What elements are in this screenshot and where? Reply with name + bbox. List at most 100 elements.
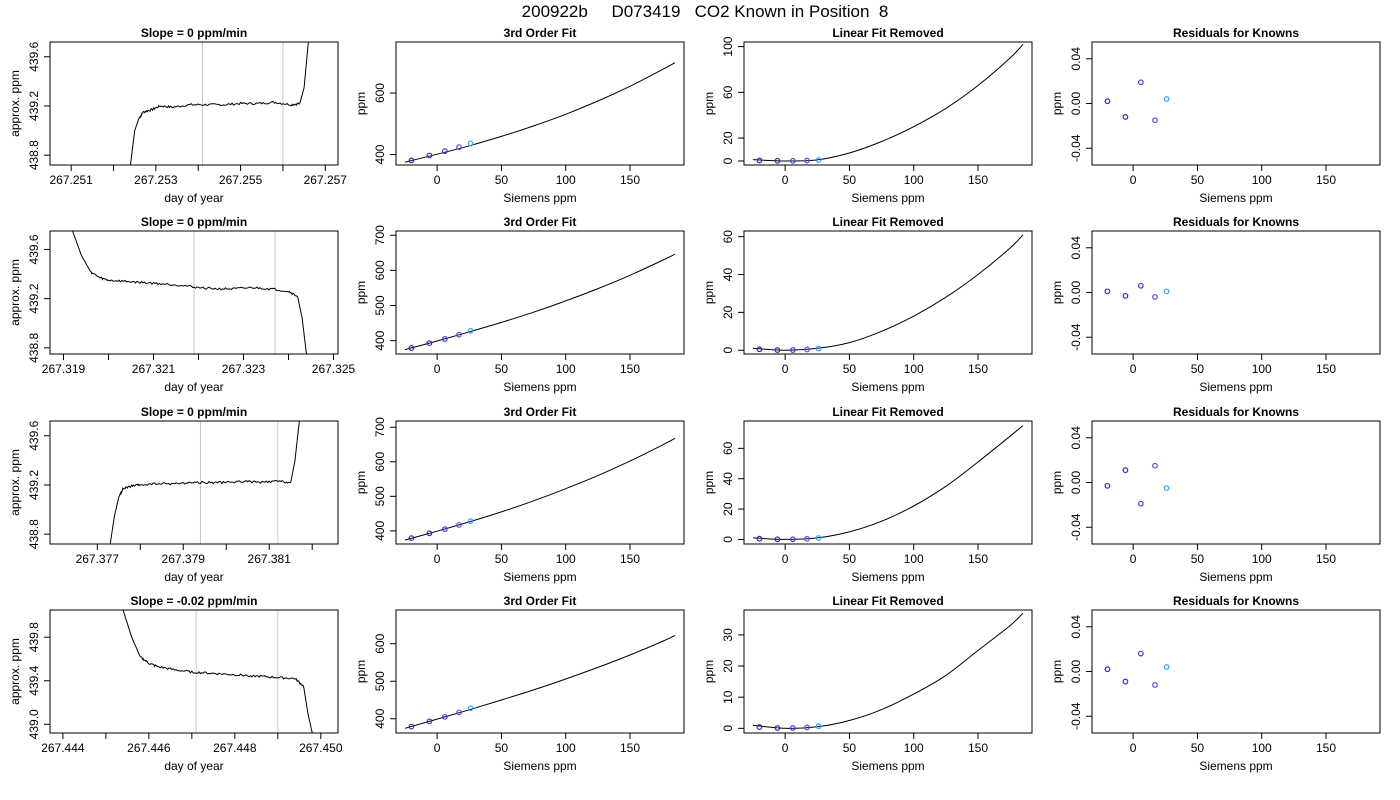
data-point [756,724,763,730]
data-point [441,713,448,720]
data-point [1122,292,1129,299]
panel-grid: Slope = 0 ppm/min day of year approx. ppm 2… [8,26,1381,773]
x-tick-label: 50 [495,173,509,187]
y-tick-label: 0.04 [1069,615,1083,639]
data-point [467,518,474,525]
y-tick-label: -0.04 [1069,513,1083,541]
plot-frame [49,420,339,545]
y-tick-label: 500 [373,671,387,691]
data-point [789,536,796,543]
data-point [815,535,822,541]
x-tick-label: 0 [782,362,789,376]
y-axis-label: ppm [354,660,368,683]
y-tick-label: 600 [373,633,387,653]
x-tick-label: 100 [1252,362,1272,376]
y-axis-label: approx. ppm [8,449,22,516]
y-axis-label: ppm [354,281,368,304]
plot-frame [49,230,339,355]
plot-area [1104,282,1170,300]
y-tick-label: 60 [721,85,735,99]
x-tick-label: 100 [1252,173,1272,187]
x-tick-label: 100 [556,552,576,566]
data-point [1104,98,1111,105]
data-point [1163,288,1170,295]
plot-frame [395,41,685,166]
y-tick-label: 60 [721,441,735,455]
x-axis-label: Siemens ppm [851,759,924,773]
data-point [1122,467,1129,474]
x-tick-label: 0 [434,741,441,755]
x-tick-label: 50 [843,552,857,566]
x-tick-label: 0 [1130,741,1137,755]
chart-panel: 3rd Order Fit Siemens ppm ppm 0 50 100 150 400 5… [354,215,685,394]
y-axis-label: ppm [354,471,368,494]
plot-area [109,421,300,544]
x-tick-label: 50 [843,741,857,755]
plot-area [752,234,1024,353]
y-tick-label: 600 [373,451,387,471]
x-axis-label: Siemens ppm [1199,759,1272,773]
x-tick-label: 0 [434,173,441,187]
y-axis-label: ppm [1050,660,1064,683]
y-tick-label: 20 [721,305,735,319]
data-point [1152,462,1158,469]
x-axis-label: Siemens ppm [503,570,576,584]
plot-frame [1091,420,1381,545]
y-tick-label: 40 [721,268,735,282]
y-tick-label: 439.2 [27,91,41,121]
y-tick-label: 0.04 [1069,47,1083,71]
y-axis-label: ppm [702,471,716,494]
y-tick-label: 30 [721,628,735,642]
y-tick-label: 439.6 [27,41,41,71]
analyzer-trace [72,231,307,354]
data-point [789,157,796,164]
y-axis-label: ppm [1050,471,1064,494]
plot-area [404,253,676,351]
x-tick-label: 150 [620,362,640,376]
data-point [408,723,415,730]
y-tick-label: 400 [373,521,387,541]
plot-frame [49,609,339,734]
x-tick-label: 0 [782,741,789,755]
data-point [441,335,448,342]
data-point [789,347,796,353]
x-tick-label: 100 [1252,552,1272,566]
data-point [456,522,462,528]
x-tick-label: 50 [495,362,509,376]
panel-title: Residuals for Knowns [1173,594,1299,608]
x-axis-label: Siemens ppm [1199,191,1272,205]
x-tick-label: 100 [904,552,924,566]
panel-title: Linear Fit Removed [832,594,943,608]
x-tick-label: 100 [556,173,576,187]
y-tick-label: 438.8 [27,333,41,363]
plot-frame [395,420,685,545]
plot-area [1104,79,1170,124]
y-axis-label: ppm [702,660,716,683]
x-tick-label: 50 [843,173,857,187]
x-tick-label: 50 [495,741,509,755]
x-tick-label: 267.450 [299,741,343,755]
panel-title: 3rd Order Fit [504,405,577,419]
data-point [1163,485,1170,491]
fit-curve [404,437,676,541]
data-point [1122,678,1129,685]
y-axis-label: ppm [354,92,368,115]
y-tick-label: 100 [721,36,735,56]
panel-title: Residuals for Knowns [1173,26,1299,40]
data-point [804,346,810,353]
plot-frame [743,420,1033,545]
panel-title: 3rd Order Fit [504,594,577,608]
fit-curve [752,43,1024,162]
data-point [756,535,763,542]
x-axis-label: Siemens ppm [503,380,576,394]
x-tick-label: 50 [1191,362,1205,376]
chart-panel: Residuals for Knowns Siemens ppm ppm 0 50 100… [1050,405,1381,584]
plot-frame [49,41,339,166]
plot-frame [743,230,1033,355]
x-axis-label: day of year [164,759,223,773]
y-axis-label: ppm [1050,281,1064,304]
x-tick-label: 0 [1130,362,1137,376]
data-point [456,331,462,338]
plot-frame [1091,41,1381,166]
